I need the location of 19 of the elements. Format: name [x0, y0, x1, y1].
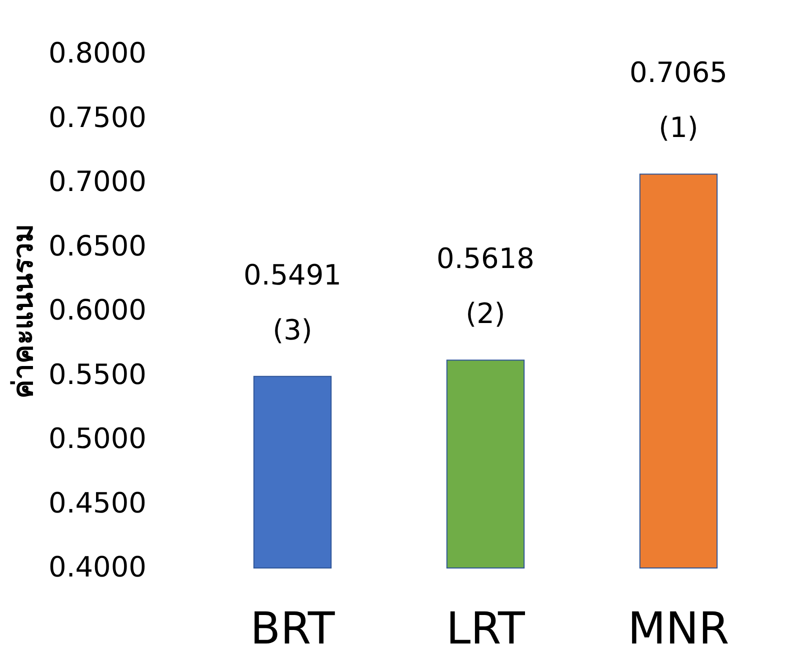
x-tick-label: MNR: [628, 604, 730, 654]
y-tick-label: 0.8000: [48, 36, 146, 70]
x-tick-label: LRT: [446, 604, 525, 654]
y-tick-label: 0.7000: [48, 165, 146, 198]
y-tick-label: 0.7500: [48, 100, 146, 134]
y-tick-label: 0.6500: [48, 229, 146, 262]
y-axis-title: ค่าคะแนนรวม: [6, 224, 40, 398]
y-tick-label: 0.4500: [48, 486, 146, 520]
x-tick-label: BRT: [250, 604, 335, 654]
data-label: 0.7065: [630, 56, 728, 90]
data-label: 0.5618: [436, 242, 534, 276]
y-tick-label: 0.6000: [48, 294, 146, 326]
y-tick-label: 0.4000: [48, 550, 146, 584]
y-tick-label: 0.5500: [48, 358, 146, 391]
y-tick-label: 0.5000: [48, 422, 146, 455]
annotation: (3): [272, 313, 312, 346]
annotation: (1): [658, 111, 698, 144]
annotation: (2): [466, 297, 506, 330]
data-label: 0.5491: [244, 258, 342, 292]
